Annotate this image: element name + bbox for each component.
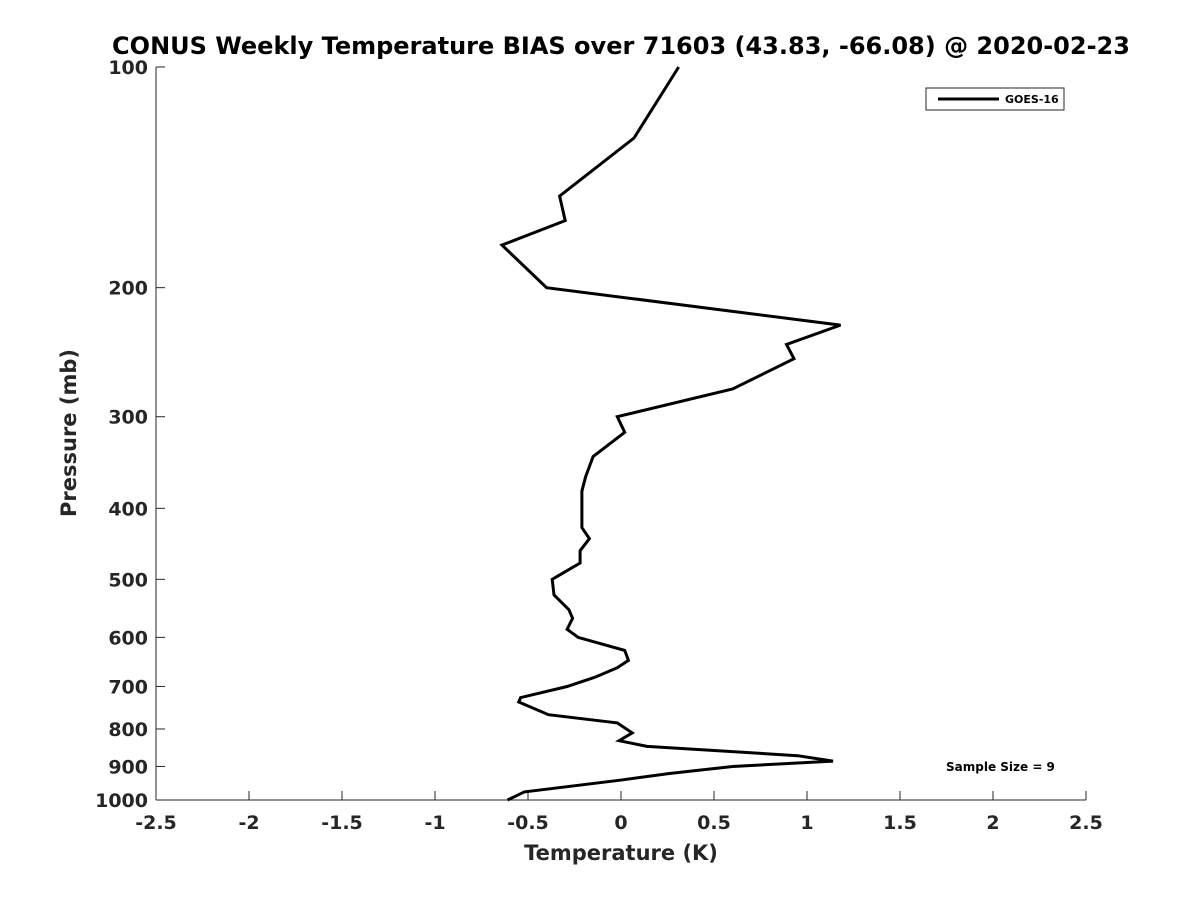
y-tick-label: 700 xyxy=(108,676,148,698)
y-tick-label: 300 xyxy=(108,407,148,429)
x-tick-label: 0.5 xyxy=(697,812,731,834)
y-tick-label: 800 xyxy=(108,719,148,741)
y-axis-label: Pressure (mb) xyxy=(57,349,81,517)
sample-size-annotation: Sample Size = 9 xyxy=(946,760,1055,774)
y-tick-label: 1000 xyxy=(95,790,148,812)
x-tick-label: 1.5 xyxy=(883,812,917,834)
chart-title: CONUS Weekly Temperature BIAS over 71603… xyxy=(112,32,1130,60)
x-tick-label: 0 xyxy=(614,812,627,834)
y-tick-label: 900 xyxy=(108,756,148,778)
y-axis-ticks: 100 200 300 400 500 600 700 800 900 1000 xyxy=(95,57,165,812)
x-axis-ticks: -2.5 -2 -1.5 -1 -0.5 0 0.5 1 1.5 2 2.5 xyxy=(135,791,1103,834)
legend-label-goes16: GOES-16 xyxy=(1005,93,1059,106)
x-tick-label: -1 xyxy=(424,812,445,834)
x-tick-label: 2 xyxy=(986,812,999,834)
x-tick-label: -2.5 xyxy=(135,812,177,834)
y-tick-label: 400 xyxy=(108,498,148,520)
y-tick-label: 500 xyxy=(108,569,148,591)
x-tick-label: -0.5 xyxy=(507,812,549,834)
x-tick-label: 1 xyxy=(800,812,813,834)
x-tick-label: -1.5 xyxy=(321,812,363,834)
y-tick-label: 600 xyxy=(108,627,148,649)
legend: GOES-16 xyxy=(925,87,1065,111)
x-tick-label: 2.5 xyxy=(1069,812,1103,834)
series-layer xyxy=(499,66,842,802)
y-tick-label: 100 xyxy=(108,57,148,79)
series-line-goes-16 xyxy=(499,66,842,802)
x-axis-label: Temperature (K) xyxy=(524,841,718,865)
y-tick-label: 200 xyxy=(108,278,148,300)
x-tick-label: -2 xyxy=(238,812,259,834)
